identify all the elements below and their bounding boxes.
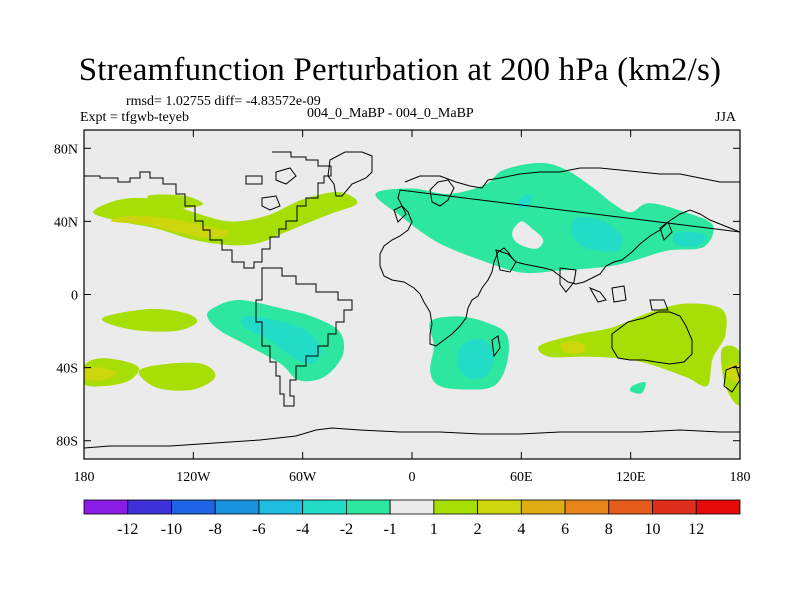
x-tick-label: 120W: [176, 470, 211, 485]
colorbar-swatch: [520, 499, 566, 515]
colorbar: -12 -10 -8 -6 -4 -2 -1 1 2 4 6 8 10 12: [83, 499, 741, 538]
colorbar-swatch: [564, 499, 610, 515]
colorbar-swatch: [83, 499, 129, 515]
colorbar-swatch: [214, 499, 260, 515]
coastline-india: [559, 267, 577, 293]
colorbar-swatch: [389, 499, 435, 515]
contour-regions: [84, 162, 740, 406]
contour-region-16: [538, 303, 727, 387]
coastline-australia: [611, 311, 693, 365]
coastline-sumatra: [588, 287, 607, 303]
contour-region-6: [147, 194, 203, 210]
coastline-britain: [393, 205, 407, 223]
colorbar-label: -12: [117, 521, 138, 538]
contour-region-5: [138, 362, 216, 391]
colorbar-label: 4: [517, 521, 525, 538]
y-tick-label: 40S: [56, 362, 78, 377]
experiment-label: Expt = tfgwb-teyeb: [80, 110, 189, 125]
coastline-new-guinea: [649, 299, 669, 311]
contour-region-4: [101, 308, 198, 332]
colorbar-swatch: [695, 499, 741, 515]
colorbar-label: -2: [340, 521, 353, 538]
colorbar-swatch: [433, 499, 479, 515]
colorbar-label: -8: [209, 521, 222, 538]
coastline-layer: [84, 151, 740, 449]
comparison-label: 004_0_MaBP - 004_0_MaBP: [307, 106, 474, 121]
x-tick-label: 120E: [616, 470, 646, 485]
contour-region-17: [560, 341, 586, 354]
coastline-north-america: [84, 151, 332, 269]
colorbar-label: -10: [161, 521, 182, 538]
colorbar-swatch: [171, 499, 216, 515]
x-tick-label: 0: [409, 470, 416, 485]
contour-region-10: [512, 221, 544, 249]
x-tick-label: 180: [74, 470, 95, 485]
colorbar-swatch: [302, 499, 347, 515]
y-tick-label: 80N: [54, 142, 78, 157]
colorbar-swatch: [258, 499, 304, 515]
y-tick-label: 40N: [54, 215, 78, 230]
colorbar-label: -4: [296, 521, 309, 538]
coastline-scandinavia: [429, 179, 455, 207]
colorbar-label: 6: [561, 521, 569, 538]
coastline-borneo: [611, 285, 627, 303]
coastline-arabia: [495, 249, 517, 273]
colorbar-label: -6: [252, 521, 265, 538]
colorbar-swatch: [345, 499, 391, 515]
coastline-japan: [659, 221, 673, 241]
colorbar-label: 10: [645, 521, 661, 538]
colorbar-label: 1: [430, 521, 438, 538]
coastline-eurasia-africa: [379, 167, 740, 347]
colorbar-label: 2: [474, 521, 482, 538]
coastline-greenland: [327, 151, 373, 197]
colorbar-swatch: [652, 499, 697, 515]
colorbar-label: -1: [383, 521, 396, 538]
x-tick-label: 180: [730, 470, 751, 485]
coastline-antarctica: [84, 427, 740, 449]
coastline-madagascar: [491, 335, 501, 358]
coastline-lakes: [245, 175, 263, 185]
contour-region-3: [84, 367, 117, 381]
colorbar-label: 8: [605, 521, 613, 538]
coastline-new-zealand: [723, 365, 740, 393]
contour-region-15: [457, 339, 494, 379]
colorbar-label: 12: [688, 521, 704, 538]
y-tick-label: 80S: [56, 435, 78, 450]
colorbar-swatch: [477, 499, 522, 515]
y-tick-label: 0: [71, 289, 78, 304]
x-tick-label: 60E: [510, 470, 533, 485]
colorbar-swatch: [608, 499, 653, 515]
axes: 180 120W 60W 0 60E 120E 180 80N 40N 0 40S 80S: [54, 130, 751, 485]
x-tick-label: 60W: [289, 470, 317, 485]
plot-background: [84, 130, 740, 459]
contour-region-9: [375, 162, 714, 274]
coastline-hudson: [261, 195, 281, 211]
colorbar-swatch: [127, 499, 172, 515]
contour-region-12: [673, 231, 706, 247]
contour-region-8: [240, 316, 322, 365]
coastline-baffin: [275, 167, 297, 185]
season-label: JJA: [715, 110, 737, 125]
contour-region-20: [629, 381, 646, 394]
coastline-south-america: [255, 267, 353, 407]
contour-region-1: [110, 215, 231, 238]
stats-label: rmsd= 1.02755 diff= -4.83572e-09: [126, 94, 321, 109]
contour-region-11: [571, 216, 623, 252]
chart-title: Streamfunction Perturbation at 200 hPa (…: [78, 52, 722, 88]
